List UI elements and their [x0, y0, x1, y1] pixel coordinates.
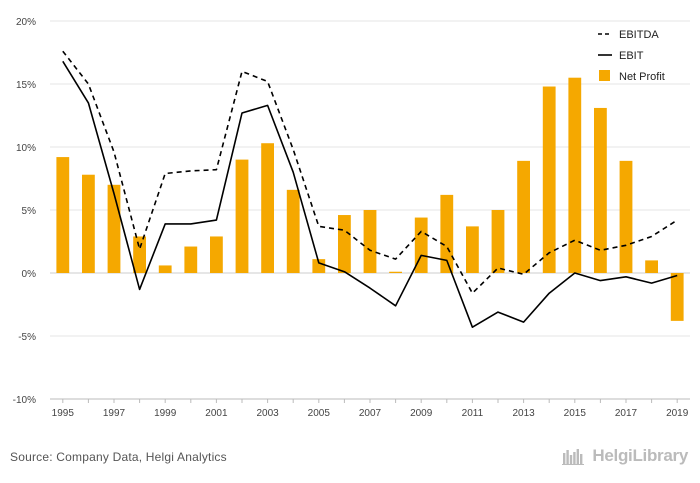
series-lines — [62, 50, 678, 329]
net-profit-bars — [56, 77, 684, 321]
net-profit-bar — [670, 273, 684, 321]
x-tick-label: 1997 — [103, 408, 126, 419]
net-profit-bar — [158, 265, 172, 273]
helgi-library-logo: HelgiLibrary — [562, 446, 688, 466]
net-profit-bar — [107, 184, 121, 273]
library-icon — [562, 449, 585, 465]
net-profit-bar — [594, 107, 607, 273]
net-profit-bar — [210, 236, 223, 273]
x-tick-label: 2003 — [256, 408, 279, 419]
net-profit-bar — [82, 174, 95, 273]
net-profit-bar — [338, 215, 351, 273]
ebitda-line — [62, 50, 678, 295]
legend-label-net-profit: Net Profit — [619, 71, 665, 83]
x-tick-label: 2017 — [615, 408, 638, 419]
y-tick-label: 0% — [22, 269, 37, 280]
axes: -10% -5% 0% 5% 10% 15% 20% 1995 1997 1999 2001 2003… — [13, 17, 690, 419]
x-tick-label: 2019 — [666, 408, 689, 419]
net-profit-bar — [389, 271, 402, 273]
x-tick-label: 2009 — [410, 408, 433, 419]
x-tick-label: 2001 — [205, 408, 228, 419]
net-profit-bar — [517, 160, 530, 273]
net-profit-bar — [286, 189, 300, 273]
net-profit-bar — [235, 159, 249, 273]
net-profit-bar — [261, 143, 274, 273]
x-tick-label: 2013 — [512, 408, 535, 419]
x-tick-label: 2015 — [564, 408, 587, 419]
ebit-line — [62, 60, 678, 329]
y-tick-label: -5% — [18, 332, 36, 343]
net-profit-bar — [56, 157, 70, 273]
net-profit-bar — [491, 210, 505, 273]
chart: -10% -5% 0% 5% 10% 15% 20% 1995 1997 1999 2001 2003… — [13, 17, 690, 419]
legend-swatch-net-profit — [599, 70, 610, 81]
y-tick-label: 20% — [16, 17, 36, 28]
net-profit-bar — [645, 260, 658, 273]
net-profit-bar — [414, 217, 428, 273]
net-profit-bar — [466, 226, 479, 273]
net-profit-bar — [568, 77, 582, 273]
net-profit-bar — [619, 160, 633, 273]
net-profit-bar — [542, 86, 556, 274]
net-profit-bar — [133, 236, 146, 273]
x-tick-label: 1995 — [52, 408, 75, 419]
logo-text: HelgiLibrary — [592, 446, 688, 465]
net-profit-bar — [184, 246, 198, 273]
net-profit-bar — [312, 259, 326, 273]
legend-label-ebitda: EBITDA — [619, 29, 659, 41]
source-note: Source: Company Data, Helgi Analytics — [10, 450, 227, 464]
y-tick-label: 15% — [16, 80, 36, 91]
legend: EBITDA EBIT Net Profit — [598, 29, 665, 83]
legend-label-ebit: EBIT — [619, 50, 644, 62]
net-profit-bar — [363, 210, 377, 273]
x-tick-label: 2005 — [308, 408, 331, 419]
y-tick-label: -10% — [13, 395, 36, 406]
x-tick-label: 1999 — [154, 408, 177, 419]
y-tick-label: 10% — [16, 143, 36, 154]
x-tick-label: 2007 — [359, 408, 382, 419]
net-profit-bar — [440, 194, 454, 273]
y-tick-label: 5% — [22, 206, 37, 217]
x-tick-label: 2011 — [462, 408, 484, 419]
